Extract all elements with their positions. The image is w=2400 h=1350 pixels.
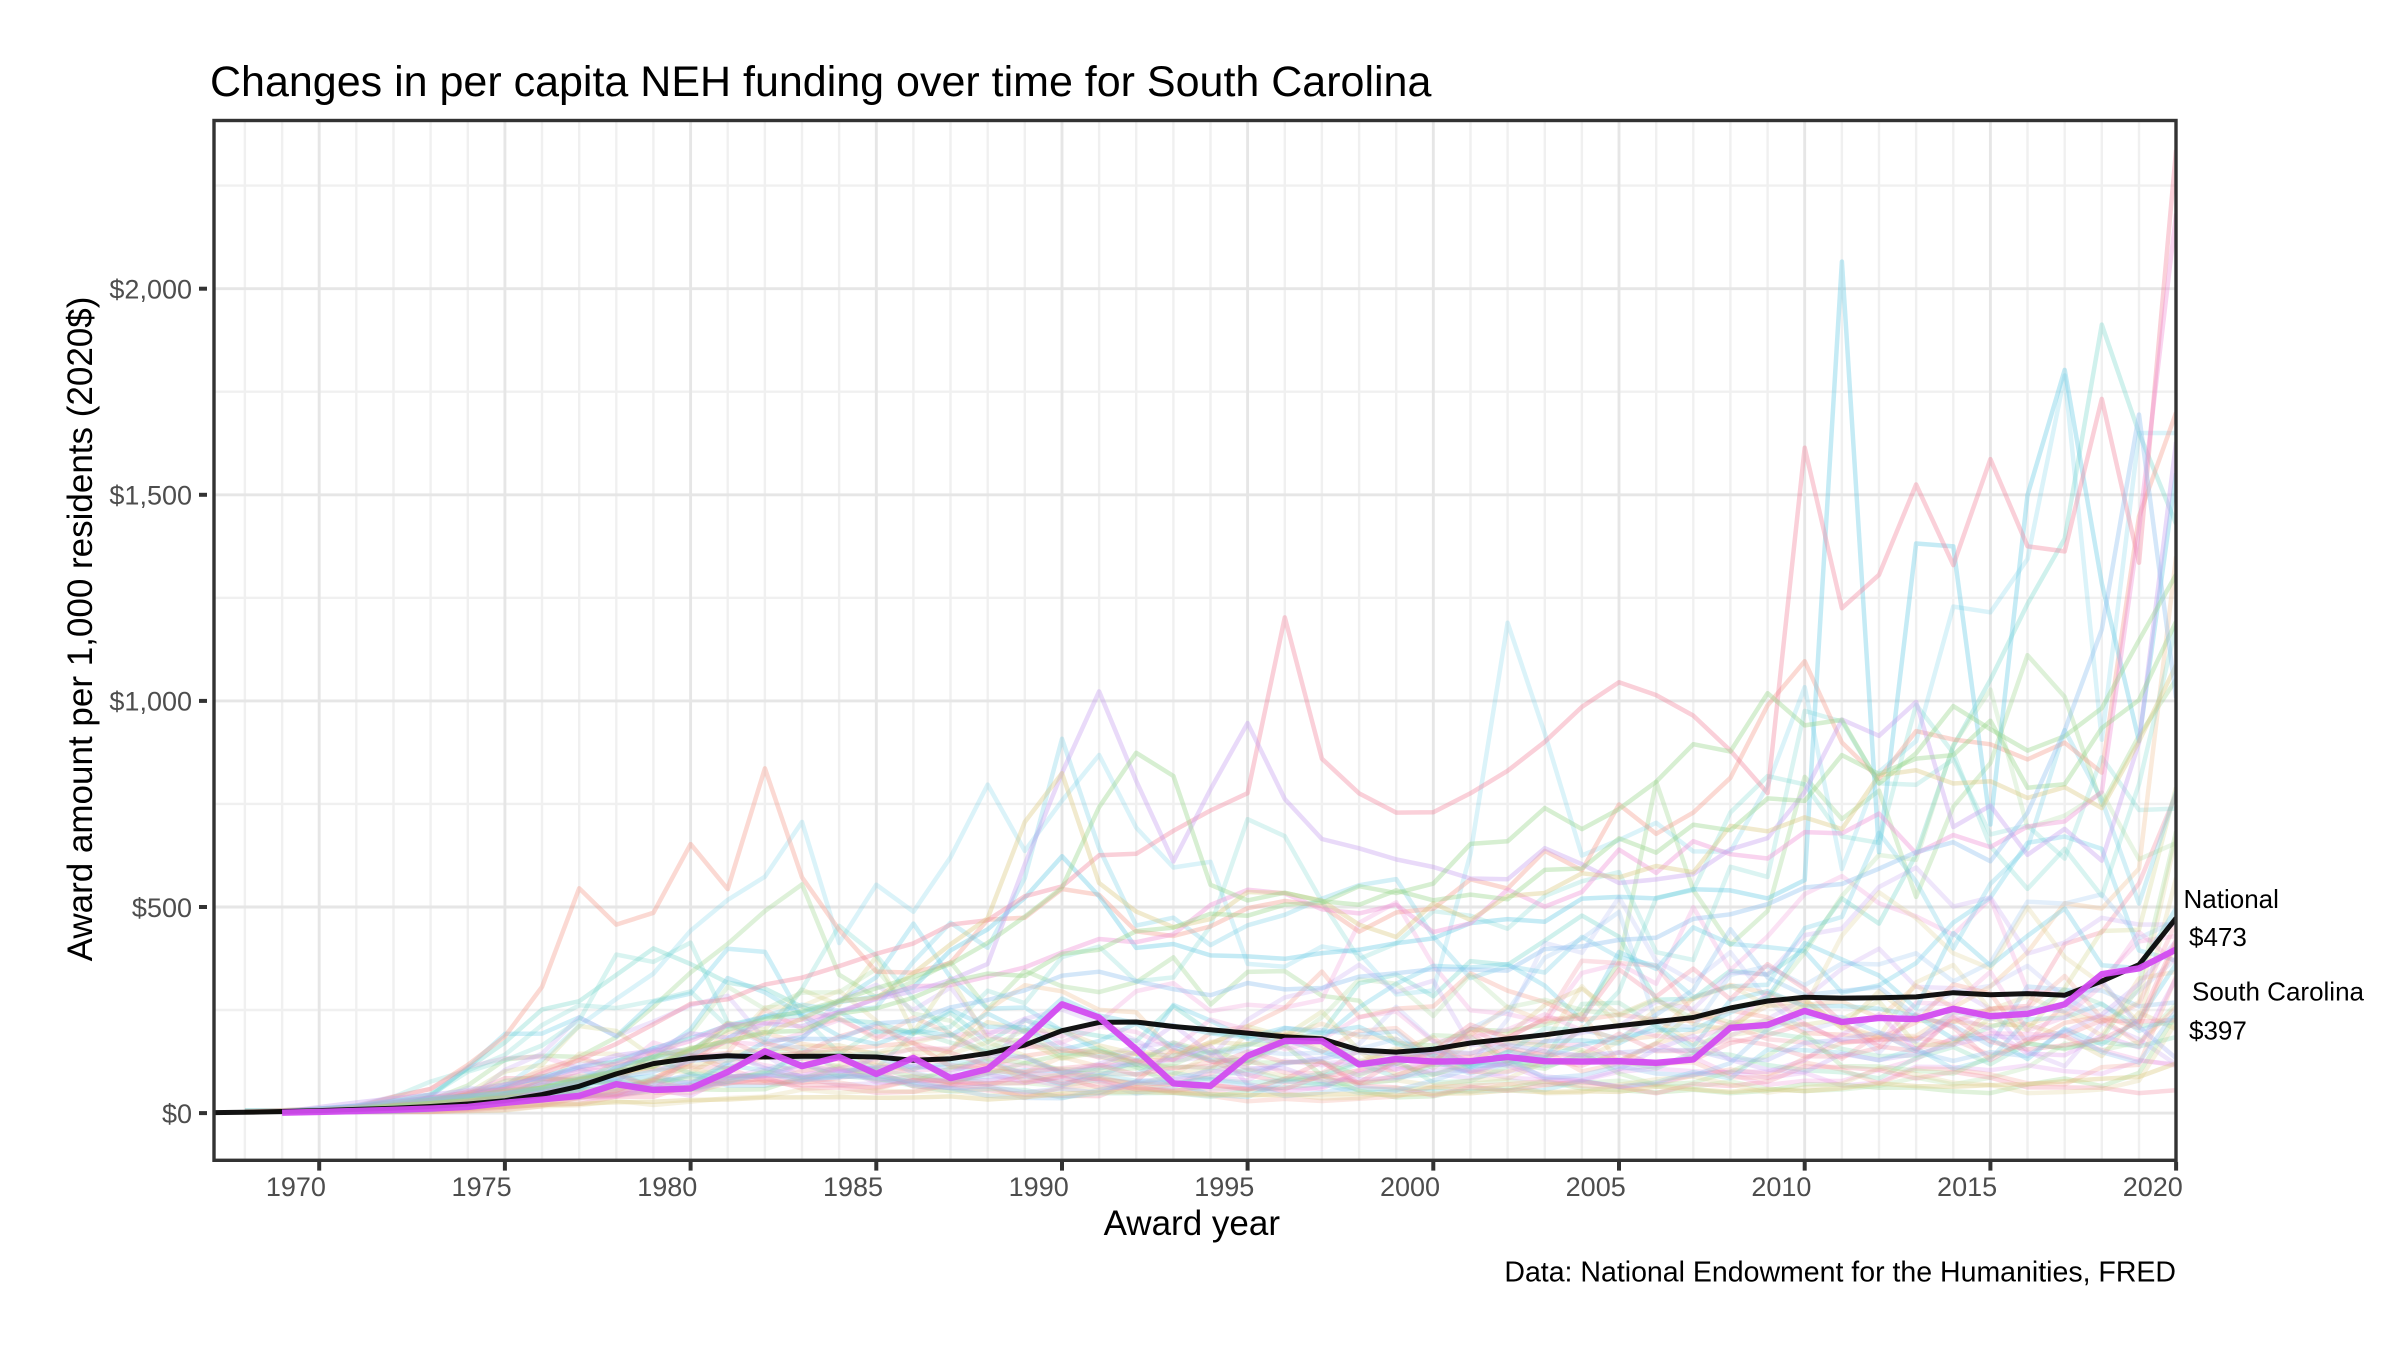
svg-text:2020: 2020 — [2123, 1172, 2183, 1202]
svg-text:Award amount per 1,000 residen: Award amount per 1,000 residents (2020$) — [61, 297, 100, 962]
svg-text:National: National — [2184, 884, 2279, 914]
svg-text:1970: 1970 — [266, 1172, 326, 1202]
svg-text:$1,500: $1,500 — [109, 481, 192, 511]
svg-text:2000: 2000 — [1380, 1172, 1440, 1202]
svg-text:2005: 2005 — [1566, 1172, 1626, 1202]
svg-text:1975: 1975 — [452, 1172, 512, 1202]
svg-text:$1,000: $1,000 — [109, 687, 192, 717]
svg-text:1990: 1990 — [1009, 1172, 1069, 1202]
svg-text:1985: 1985 — [823, 1172, 883, 1202]
svg-text:2015: 2015 — [1937, 1172, 1997, 1202]
svg-text:$397: $397 — [2189, 1016, 2247, 1046]
svg-text:2010: 2010 — [1751, 1172, 1811, 1202]
svg-text:1980: 1980 — [637, 1172, 697, 1202]
svg-text:1995: 1995 — [1194, 1172, 1254, 1202]
svg-text:Changes in per capita NEH fund: Changes in per capita NEH funding over t… — [210, 58, 1431, 106]
svg-text:South Carolina: South Carolina — [2192, 977, 2365, 1007]
svg-text:$473: $473 — [2189, 922, 2247, 952]
svg-text:Award year: Award year — [1104, 1204, 1281, 1243]
svg-text:$500: $500 — [132, 893, 192, 923]
svg-text:Data: National Endowment for t: Data: National Endowment for the Humanit… — [1504, 1257, 2176, 1289]
svg-text:$0: $0 — [162, 1099, 192, 1129]
svg-text:$2,000: $2,000 — [109, 275, 192, 305]
